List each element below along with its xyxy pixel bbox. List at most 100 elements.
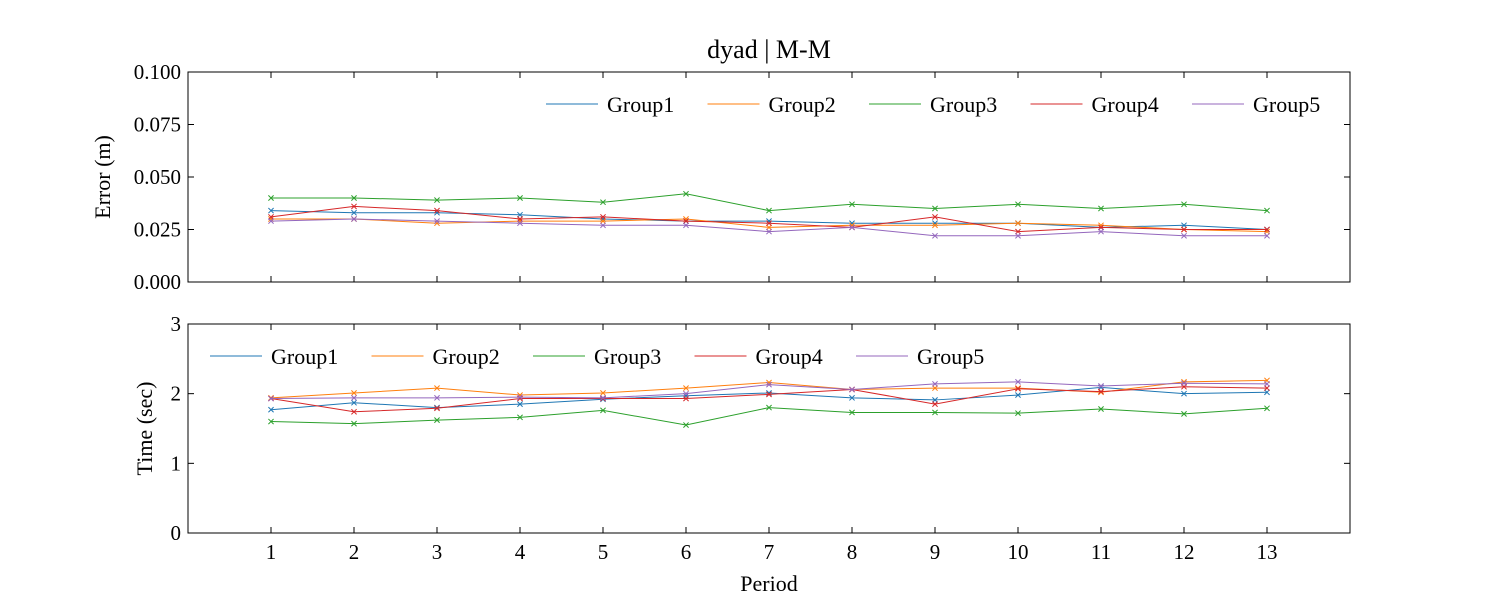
data-point	[517, 220, 523, 227]
data-point	[766, 381, 772, 388]
data-point	[932, 213, 938, 220]
data-point	[1015, 220, 1021, 227]
data-point	[351, 216, 357, 222]
data-point	[932, 385, 938, 392]
data-point	[1098, 388, 1104, 395]
x-tick-label: 9	[930, 540, 941, 564]
legend-item-group2: Group2	[371, 344, 500, 369]
data-point	[932, 205, 938, 212]
x-axis-label: Period	[740, 571, 797, 596]
legend-item-group4: Group4	[694, 344, 823, 369]
legend-label: Group5	[1253, 92, 1320, 117]
legend-item-group3: Group3	[533, 344, 661, 369]
data-point	[351, 408, 357, 415]
data-point	[1098, 205, 1104, 212]
legend-item-group1: Group1	[210, 344, 338, 369]
data-point	[1015, 232, 1021, 239]
data-point	[1181, 380, 1187, 387]
data-point	[1015, 378, 1021, 385]
data-point	[1264, 380, 1270, 387]
data-point	[1098, 228, 1104, 235]
data-point	[268, 213, 274, 220]
data-point	[1015, 385, 1021, 392]
data-point	[600, 390, 606, 396]
y-tick-label: 0.075	[134, 113, 181, 137]
data-point	[1264, 405, 1270, 412]
y-tick-label: 0	[171, 521, 182, 545]
series-group4	[268, 203, 1270, 235]
data-point	[434, 218, 440, 225]
data-point	[351, 399, 357, 406]
x-tick-label: 8	[847, 540, 858, 564]
data-point	[351, 394, 357, 401]
data-point	[1015, 228, 1021, 235]
chart-title: dyad | M-M	[707, 35, 831, 64]
data-point	[1264, 207, 1270, 214]
data-point	[1264, 232, 1270, 239]
data-point	[351, 390, 357, 396]
legend-item-group1: Group1	[546, 92, 674, 117]
x-tick-label: 13	[1257, 540, 1278, 564]
y-tick-label: 1	[171, 451, 182, 475]
data-point	[434, 394, 440, 401]
legend-label: Group4	[756, 344, 823, 369]
data-point	[517, 216, 523, 222]
data-point	[849, 224, 855, 231]
data-point	[1181, 410, 1187, 417]
data-point	[600, 407, 606, 414]
data-point	[766, 224, 772, 231]
data-point	[849, 201, 855, 208]
legend-label: Group5	[917, 344, 984, 369]
series-line-group3	[271, 193, 1268, 212]
y-tick-label: 2	[171, 382, 182, 406]
legend-label: Group1	[607, 92, 674, 117]
x-tick-label: 3	[432, 540, 443, 564]
x-tick-label: 1	[266, 540, 277, 564]
data-point	[1015, 392, 1021, 399]
data-point	[268, 395, 274, 402]
legend-item-group3: Group3	[869, 92, 997, 117]
data-point	[932, 232, 938, 239]
legend: Group1 Group2 Group3 Group4 Group5	[546, 92, 1320, 117]
data-point	[600, 218, 606, 225]
legend-label: Group3	[930, 92, 997, 117]
data-point	[517, 401, 523, 408]
data-point	[600, 222, 606, 229]
x-tick-label: 4	[515, 540, 526, 564]
data-point	[932, 401, 938, 408]
data-point	[268, 218, 274, 225]
series-group1	[268, 207, 1270, 233]
data-point	[1181, 201, 1187, 208]
data-point	[766, 220, 772, 227]
data-point	[1098, 224, 1104, 231]
data-point	[683, 218, 689, 225]
y-axis-label: Time (sec)	[132, 382, 157, 476]
series-line-group1	[270, 210, 1268, 230]
data-point	[1264, 226, 1270, 233]
data-point	[600, 199, 606, 206]
data-point	[268, 195, 274, 201]
series-group3	[268, 190, 1270, 214]
data-point	[600, 213, 606, 220]
data-point	[268, 418, 274, 425]
data-point	[849, 394, 855, 401]
y-tick-label: 0.025	[134, 218, 181, 242]
legend-item-group5: Group5	[1192, 92, 1320, 117]
data-point	[849, 386, 855, 393]
legend-item-group2: Group2	[707, 92, 836, 117]
data-point	[351, 195, 357, 201]
data-point	[683, 422, 689, 428]
data-point	[268, 406, 274, 413]
error-panel: 0.000 0.025 0.050 0.075 0.100 Error (m) Group1…	[90, 60, 1351, 294]
data-point	[351, 203, 357, 210]
data-point	[434, 385, 440, 392]
data-point	[517, 414, 523, 421]
data-point	[1181, 390, 1187, 397]
legend-label: Group4	[1092, 92, 1159, 117]
data-point	[600, 394, 606, 401]
x-tick-label: 6	[681, 540, 692, 564]
data-point	[1015, 410, 1021, 417]
data-point	[849, 409, 855, 416]
data-point	[932, 380, 938, 387]
